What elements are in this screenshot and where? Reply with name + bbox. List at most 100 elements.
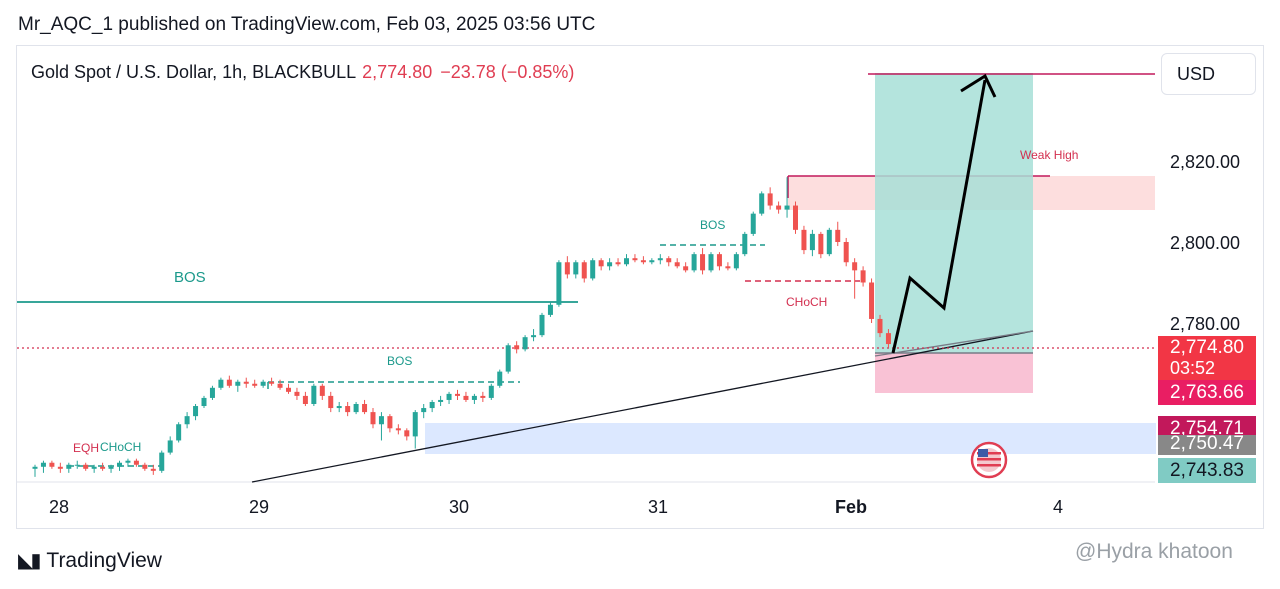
candle-body bbox=[683, 266, 689, 271]
tradingview-logo[interactable]: ◣▮ TradingView bbox=[18, 548, 162, 573]
candle-body bbox=[370, 412, 376, 425]
label-eqh: EQH bbox=[73, 441, 99, 455]
candle-body bbox=[387, 416, 393, 429]
candle-body bbox=[801, 229, 807, 251]
candle-body bbox=[243, 381, 249, 384]
candle-body bbox=[463, 395, 469, 400]
candle-body bbox=[201, 397, 207, 407]
candle-body bbox=[564, 262, 570, 275]
candle-body bbox=[66, 464, 72, 469]
candle-body bbox=[725, 266, 731, 269]
candle-body bbox=[581, 262, 587, 279]
demand-zone bbox=[425, 423, 1156, 454]
candle-body bbox=[700, 254, 706, 271]
candle-body bbox=[674, 262, 680, 267]
candle-body bbox=[835, 229, 841, 242]
candle-body bbox=[336, 406, 342, 409]
candle-body bbox=[539, 314, 545, 336]
candle-body bbox=[590, 260, 596, 279]
candle-body bbox=[446, 393, 452, 400]
candles-group bbox=[32, 177, 891, 477]
candle-body bbox=[750, 213, 756, 234]
tradingview-icon: ◣▮ bbox=[18, 550, 41, 572]
tradingview-brand: TradingView bbox=[46, 548, 162, 572]
candle-body bbox=[556, 262, 562, 305]
candle-body bbox=[277, 383, 283, 388]
candle-body bbox=[455, 393, 460, 396]
label-bos-major: BOS bbox=[174, 269, 206, 286]
candle-body bbox=[421, 408, 427, 413]
label-choch-high: CHoCH bbox=[786, 295, 827, 309]
candle-body bbox=[691, 254, 697, 271]
label-bos-mid: BOS bbox=[387, 354, 412, 368]
candle-body bbox=[286, 387, 291, 392]
price-tick-label: 2,800.00 bbox=[1170, 233, 1240, 253]
candle-body bbox=[716, 254, 722, 267]
price-label-low: 2,743.83 bbox=[1158, 458, 1256, 483]
countdown: 03:52 bbox=[1170, 358, 1216, 378]
candle-body bbox=[776, 205, 782, 210]
candle-body bbox=[607, 262, 613, 267]
label-bos-upper: BOS bbox=[700, 218, 725, 232]
candle-body bbox=[480, 395, 486, 398]
projection-path bbox=[891, 79, 987, 354]
label-weak-high: Weak High bbox=[1020, 148, 1078, 162]
candle-body bbox=[742, 233, 748, 255]
candle-body bbox=[488, 385, 494, 398]
candle-body bbox=[573, 262, 579, 275]
candle-body bbox=[176, 424, 182, 441]
trendline-upper[interactable] bbox=[874, 330, 1034, 357]
candle-body bbox=[877, 318, 883, 334]
symbol-price: 2,774.80 bbox=[362, 62, 433, 82]
candle-body bbox=[40, 462, 46, 467]
time-tick-label: 29 bbox=[249, 497, 269, 517]
current-price-value: 2,774.80 bbox=[1170, 337, 1244, 358]
candle-body bbox=[514, 345, 520, 350]
candle-body bbox=[226, 379, 232, 386]
candle-body bbox=[759, 193, 765, 214]
time-axis[interactable]: 28 29 30 31 Feb 4 bbox=[49, 497, 1063, 517]
us-flag-event-icon[interactable] bbox=[970, 441, 1008, 479]
label-choch-low: CHoCH bbox=[100, 440, 141, 454]
price-axis[interactable]: 2,780.00 2,800.00 2,820.00 bbox=[1170, 152, 1240, 334]
candle-body bbox=[471, 395, 477, 400]
candle-body bbox=[353, 404, 359, 413]
candle-body bbox=[218, 379, 224, 388]
candle-body bbox=[328, 395, 334, 409]
trendline-main[interactable] bbox=[251, 330, 1034, 483]
candle-body bbox=[784, 205, 790, 210]
candle-body bbox=[412, 412, 418, 437]
symbol-name: Gold Spot / U.S. Dollar, 1h, BLACKBULL bbox=[31, 62, 357, 82]
candle-body bbox=[184, 416, 190, 425]
candle-body bbox=[142, 464, 148, 469]
candle-body bbox=[252, 383, 258, 386]
candle-body bbox=[793, 205, 798, 230]
candle-body bbox=[125, 460, 131, 463]
price-tick-label: 2,820.00 bbox=[1170, 152, 1240, 172]
candle-body bbox=[345, 406, 351, 413]
candle-body bbox=[395, 428, 401, 431]
candle-body bbox=[818, 233, 824, 255]
symbol-legend[interactable]: Gold Spot / U.S. Dollar, 1h, BLACKBULL 2,… bbox=[31, 62, 574, 83]
time-tick-label: Feb bbox=[835, 497, 867, 517]
candle-body bbox=[319, 385, 325, 396]
candle-body bbox=[767, 193, 773, 206]
price-tick-label: 2,780.00 bbox=[1170, 314, 1240, 334]
candle-body bbox=[531, 335, 537, 338]
candle-body bbox=[311, 385, 317, 404]
candle-body bbox=[733, 254, 739, 269]
candle-body bbox=[852, 262, 858, 271]
candle-body bbox=[269, 381, 275, 384]
currency-button[interactable]: USD bbox=[1161, 53, 1256, 95]
candle-body bbox=[362, 404, 368, 413]
candle-body bbox=[133, 460, 139, 465]
candle-body bbox=[666, 258, 672, 263]
candle-body bbox=[150, 468, 156, 471]
target-zone[interactable] bbox=[875, 73, 1033, 353]
price-label-zone-bottom: 2,750.47 bbox=[1158, 434, 1256, 455]
candle-body bbox=[167, 440, 173, 453]
time-tick-label: 30 bbox=[449, 497, 469, 517]
candle-body bbox=[624, 258, 629, 265]
stop-zone[interactable] bbox=[875, 353, 1033, 393]
